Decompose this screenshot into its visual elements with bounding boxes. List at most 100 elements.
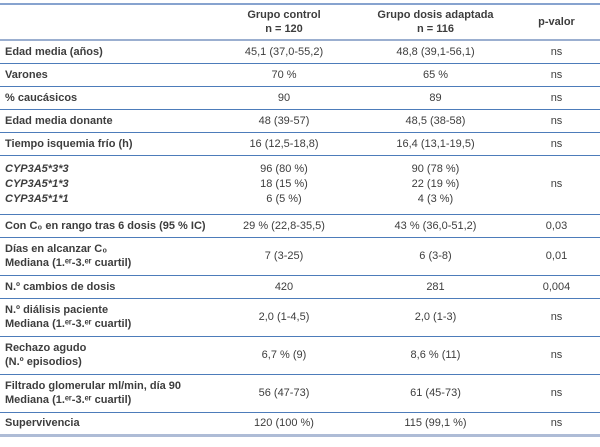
control-value-cell: 70 % xyxy=(210,63,358,87)
header-control-group-name: Grupo control xyxy=(247,9,321,21)
row-label-cell: Días en alcanzar C₀ Mediana (1.ᵉʳ-3.ᵉʳ cu… xyxy=(0,237,210,276)
adapted-value-cell: 281 xyxy=(358,275,513,299)
control-value-cell: 16 (12,5-18,8) xyxy=(210,132,358,156)
table-row: N.º diálisis paciente Mediana (1.ᵉʳ-3.ᵉʳ … xyxy=(0,298,600,337)
control-value-cell: 56 (47-73) xyxy=(210,374,358,413)
row-label-cell: N.º diálisis paciente Mediana (1.ᵉʳ-3.ᵉʳ … xyxy=(0,298,210,337)
cell-line: 48,5 (38-58) xyxy=(405,114,466,127)
row-label-cell: CYP3A5*3*3 CYP3A5*1*3 CYP3A5*1*1 xyxy=(0,155,210,215)
control-value-cell: 48 (39-57) xyxy=(210,109,358,133)
cell-line: 48,8 (39,1-56,1) xyxy=(396,45,475,58)
control-value-cell: 90 xyxy=(210,86,358,110)
row-label-cell: Edad media (años) xyxy=(0,40,210,64)
row-label-cell: Varones xyxy=(0,63,210,87)
cell-line: Días en alcanzar C₀ xyxy=(5,243,108,255)
cell-line: ns xyxy=(550,68,563,81)
header-pvalue: p-valor xyxy=(513,4,600,41)
cell-line: 45,1 (37,0-55,2) xyxy=(244,45,324,58)
cell-line: 89 xyxy=(429,91,442,104)
adapted-value-cell: 115 (99,1 %) xyxy=(358,412,513,437)
clinical-results-table: Grupo control n = 120 Grupo dosis adapta… xyxy=(0,3,600,437)
cell-line: (N.º episodios) xyxy=(5,356,82,368)
header-adapted-group-name: Grupo dosis adaptada xyxy=(377,9,494,21)
p-value-cell: ns xyxy=(513,336,600,375)
header-control-group: Grupo control n = 120 xyxy=(210,4,358,41)
control-value-cell: 2,0 (1-4,5) xyxy=(210,298,358,337)
p-value-cell: ns xyxy=(513,412,600,437)
cell-line: 96 (80 %) xyxy=(260,163,308,175)
row-label-cell: Edad media donante xyxy=(0,109,210,133)
table-row: Varones 70 % 65 % ns xyxy=(0,63,600,87)
cell-line: Mediana (1.ᵉʳ-3.ᵉʳ cuartil) xyxy=(5,394,132,406)
cell-line: 420 xyxy=(274,280,294,293)
control-value-cell: 6,7 % (9) xyxy=(210,336,358,375)
row-label-cell: Rechazo agudo (N.º episodios) xyxy=(0,336,210,375)
row-label-cell: % caucásicos xyxy=(0,86,210,110)
control-value-cell: 420 xyxy=(210,275,358,299)
cell-line: 65 % xyxy=(422,68,449,81)
adapted-value-cell: 43 % (36,0-51,2) xyxy=(358,214,513,238)
cell-line: 0,01 xyxy=(545,250,568,262)
cell-line: N.º cambios de dosis xyxy=(5,280,116,293)
cell-line: Mediana (1.ᵉʳ-3.ᵉʳ cuartil) xyxy=(5,318,132,330)
adapted-value-cell: 89 xyxy=(358,86,513,110)
row-label-cell: N.º cambios de dosis xyxy=(0,275,210,299)
cell-line: 18 (15 %) xyxy=(260,178,308,190)
p-value-cell: ns xyxy=(513,63,600,87)
row-label-cell: Con C₀ en rango tras 6 dosis (95 % IC) xyxy=(0,214,210,238)
cell-line: Supervivencia xyxy=(5,417,80,429)
row-label-cell: Supervivencia xyxy=(0,412,210,437)
cell-line: 115 (99,1 %) xyxy=(404,417,467,429)
cell-line: ns xyxy=(550,349,563,361)
cell-line: CYP3A5*1*1 xyxy=(5,193,69,205)
cell-line: Tiempo isquemia frío (h) xyxy=(5,137,133,150)
adapted-value-cell: 6 (3-8) xyxy=(358,237,513,276)
p-value-cell: ns xyxy=(513,155,600,215)
cell-line: ns xyxy=(550,137,563,150)
cell-line: 281 xyxy=(426,280,445,293)
adapted-value-cell: 2,0 (1-3) xyxy=(358,298,513,337)
cell-line: 90 xyxy=(277,91,291,104)
cell-line: 0,03 xyxy=(545,219,568,232)
cell-line: Edad media (años) xyxy=(5,45,103,58)
cell-line: ns xyxy=(550,178,563,190)
table-row: Filtrado glomerular ml/min, día 90 Median… xyxy=(0,374,600,413)
cell-line: 2,0 (1-3) xyxy=(414,311,457,323)
p-value-cell: 0,004 xyxy=(513,275,600,299)
cell-line: 2,0 (1-4,5) xyxy=(258,311,310,323)
table-row: Supervivencia 120 (100 %) 115 (99,1 %) ns xyxy=(0,412,600,437)
cell-line: 70 % xyxy=(271,68,297,81)
cell-line: 22 (19 %) xyxy=(411,178,460,190)
cell-line: Con C₀ en rango tras 6 dosis (95 % IC) xyxy=(5,219,206,232)
control-value-cell: 7 (3-25) xyxy=(210,237,358,276)
table-row: Tiempo isquemia frío (h) 16 (12,5-18,8) 16… xyxy=(0,132,600,156)
header-adapted-group-n: n = 116 xyxy=(416,23,454,35)
cell-line: ns xyxy=(550,387,563,399)
cell-line: ns xyxy=(550,45,563,58)
cell-line: ns xyxy=(550,91,563,104)
cell-line: 0,004 xyxy=(542,280,571,293)
cell-line: 4 (3 %) xyxy=(417,193,454,205)
cell-line: 48 (39-57) xyxy=(258,114,310,127)
table-row: N.º cambios de dosis 420 281 0,004 xyxy=(0,275,600,299)
header-empty-cell xyxy=(0,4,210,41)
control-value-cell: 120 (100 %) xyxy=(210,412,358,437)
cell-line: 29 % (22,8-35,5) xyxy=(243,219,325,232)
adapted-value-cell: 48,5 (38-58) xyxy=(358,109,513,133)
p-value-cell: 0,01 xyxy=(513,237,600,276)
cell-line: 90 (78 %) xyxy=(411,163,460,175)
cell-line: ns xyxy=(550,114,563,127)
p-value-cell: ns xyxy=(513,374,600,413)
cell-line: ns xyxy=(550,417,563,429)
table-row: Días en alcanzar C₀ Mediana (1.ᵉʳ-3.ᵉʳ cu… xyxy=(0,237,600,276)
p-value-cell: 0,03 xyxy=(513,214,600,238)
control-value-cell: 29 % (22,8-35,5) xyxy=(210,214,358,238)
table-row: Rechazo agudo (N.º episodios) 6,7 % (9) 8,6… xyxy=(0,336,600,375)
cell-line: 43 % (36,0-51,2) xyxy=(394,219,477,232)
table-row: Edad media donante 48 (39-57) 48,5 (38-58)… xyxy=(0,109,600,133)
adapted-value-cell: 8,6 % (11) xyxy=(358,336,513,375)
header-control-group-n: n = 120 xyxy=(265,23,303,35)
cell-line: 7 (3-25) xyxy=(264,250,304,262)
p-value-cell: ns xyxy=(513,86,600,110)
table-row: % caucásicos 90 89 ns xyxy=(0,86,600,110)
